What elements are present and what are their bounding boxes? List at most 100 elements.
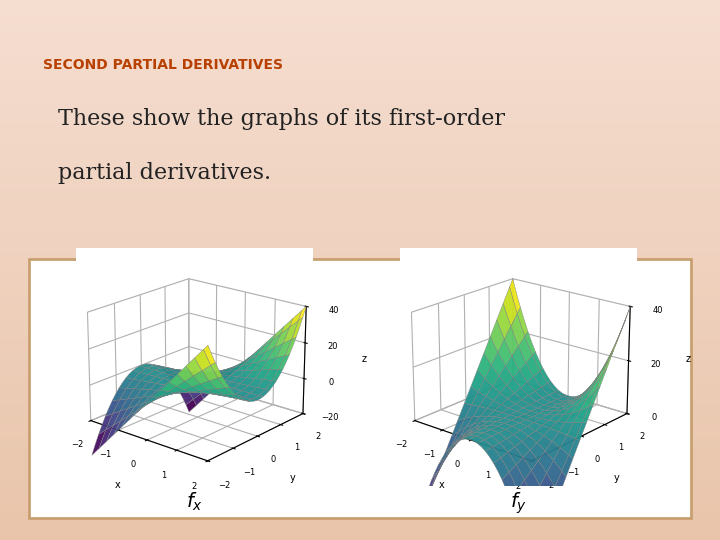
Bar [0, 437, 720, 443]
Bar [0, 11, 720, 16]
Bar [0, 513, 720, 518]
Bar [0, 297, 720, 302]
Bar [0, 508, 720, 513]
Bar [0, 454, 720, 459]
Bar [0, 367, 720, 373]
Text: These show the graphs of its first-order: These show the graphs of its first-order [58, 108, 505, 130]
Bar [0, 351, 720, 356]
Bar [0, 200, 720, 205]
Bar [0, 81, 720, 86]
Bar [0, 254, 720, 259]
Bar [0, 459, 720, 464]
Text: SECOND PARTIAL DERIVATIVES: SECOND PARTIAL DERIVATIVES [43, 58, 283, 72]
X-axis label: x: x [114, 480, 120, 490]
Bar [0, 286, 720, 292]
Bar [0, 151, 720, 157]
Bar [0, 470, 720, 475]
Bar [0, 248, 720, 254]
Bar [0, 76, 720, 81]
Bar [0, 356, 720, 362]
FancyBboxPatch shape [29, 259, 691, 518]
Bar [0, 319, 720, 324]
Bar [0, 346, 720, 351]
Bar [0, 27, 720, 32]
Bar [0, 292, 720, 297]
Bar [0, 205, 720, 211]
Bar [0, 232, 720, 238]
Bar [0, 340, 720, 346]
Bar [0, 59, 720, 65]
Bar [0, 0, 720, 5]
Bar [0, 119, 720, 124]
Bar [0, 32, 720, 38]
Bar [0, 211, 720, 216]
Bar [0, 108, 720, 113]
Bar [0, 448, 720, 454]
Y-axis label: y: y [613, 473, 619, 483]
Bar [0, 189, 720, 194]
Bar [0, 524, 720, 529]
Bar [0, 362, 720, 367]
Bar [0, 394, 720, 400]
Bar [0, 486, 720, 491]
Bar [0, 140, 720, 146]
Bar [0, 502, 720, 508]
Bar [0, 373, 720, 378]
Bar [0, 49, 720, 54]
Text: $f_x$: $f_x$ [186, 491, 203, 513]
Bar [0, 238, 720, 243]
Bar [0, 281, 720, 286]
Bar [0, 265, 720, 270]
X-axis label: x: x [438, 480, 444, 490]
Bar [0, 421, 720, 427]
Bar [0, 308, 720, 313]
Bar [0, 481, 720, 486]
Bar [0, 535, 720, 540]
Bar [0, 443, 720, 448]
Bar [0, 313, 720, 319]
Bar [0, 324, 720, 329]
Bar [0, 5, 720, 11]
Bar [0, 113, 720, 119]
Y-axis label: y: y [289, 473, 295, 483]
Bar [0, 491, 720, 497]
Bar [0, 124, 720, 130]
Bar [0, 243, 720, 248]
Bar [0, 38, 720, 43]
Bar [0, 416, 720, 421]
Bar [0, 518, 720, 524]
Bar [0, 54, 720, 59]
Bar [0, 194, 720, 200]
Bar [0, 410, 720, 416]
Bar [0, 427, 720, 432]
Bar [0, 97, 720, 103]
Bar [0, 135, 720, 140]
Bar [0, 86, 720, 92]
Bar [0, 16, 720, 22]
Bar [0, 497, 720, 502]
Bar [0, 103, 720, 108]
Bar [0, 184, 720, 189]
Bar [0, 70, 720, 76]
Bar [0, 270, 720, 275]
Bar [0, 227, 720, 232]
Bar [0, 65, 720, 70]
Bar [0, 22, 720, 27]
Bar [0, 146, 720, 151]
Bar [0, 216, 720, 221]
Bar [0, 130, 720, 135]
Bar [0, 173, 720, 178]
Text: partial derivatives.: partial derivatives. [58, 162, 271, 184]
Text: $f_y$: $f_y$ [510, 490, 527, 516]
Bar [0, 400, 720, 405]
Bar [0, 178, 720, 184]
Bar [0, 389, 720, 394]
Bar [0, 378, 720, 383]
Bar [0, 259, 720, 265]
Bar [0, 329, 720, 335]
Bar [0, 302, 720, 308]
Bar [0, 162, 720, 167]
Bar [0, 432, 720, 437]
Bar [0, 167, 720, 173]
Bar [0, 475, 720, 481]
